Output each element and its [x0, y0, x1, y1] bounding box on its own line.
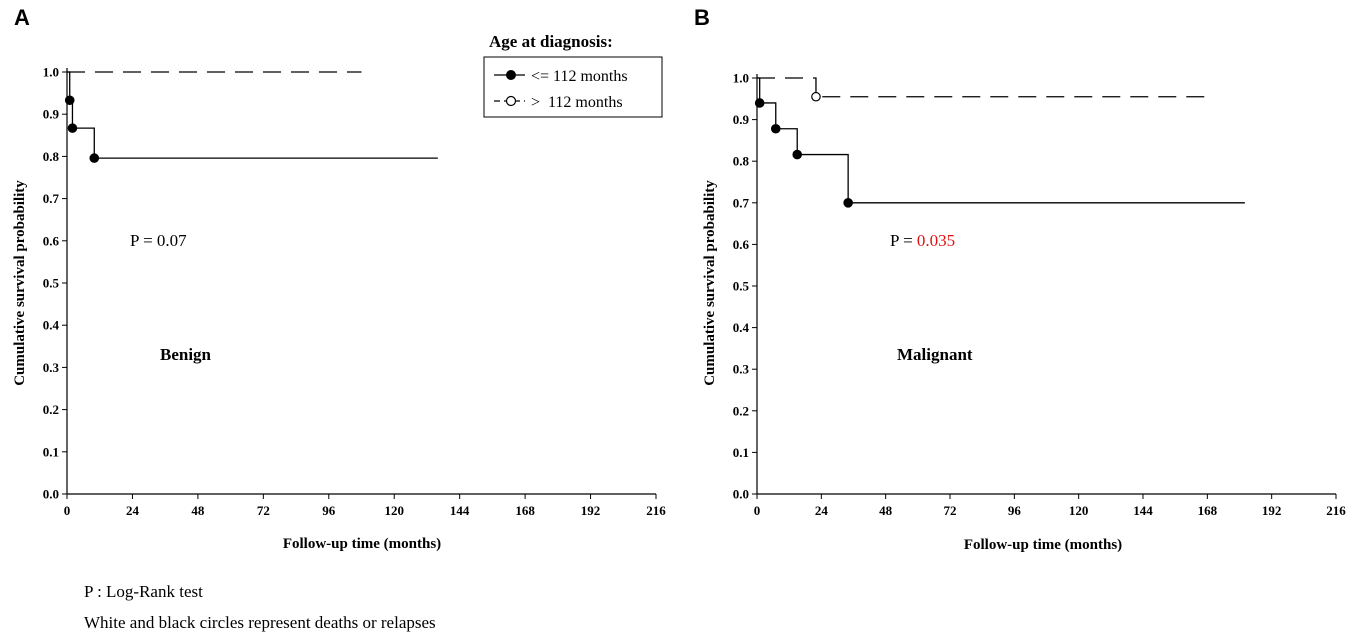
event-marker-filled	[843, 198, 853, 208]
y-axis-title-a: Cumulative survival probability	[12, 180, 28, 386]
x-tick-label: 96	[1008, 503, 1022, 518]
y-tick-label: 1.0	[733, 71, 749, 86]
panel-a: A Cumulative survival probability Follow…	[12, 5, 666, 552]
y-tick-label: 0.3	[43, 360, 60, 375]
x-tick-label: 24	[126, 503, 140, 518]
x-tick-label: 120	[1069, 503, 1089, 518]
event-marker-filled	[754, 98, 765, 108]
x-tick-label: 0	[64, 503, 71, 518]
y-tick-label: 0.3	[733, 362, 750, 377]
event-marker-filled	[792, 149, 803, 160]
x-tick-label: 168	[1198, 503, 1218, 518]
x-axis-title-b: Follow-up time (months)	[964, 537, 1122, 553]
x-tick-label: 96	[322, 503, 336, 518]
survival-curve-gt112-b	[757, 77, 1208, 98]
y-tick-label: 0.4	[733, 320, 750, 335]
event-marker-filled	[67, 123, 78, 133]
y-tick-label: 0.1	[733, 445, 749, 460]
event-marker-open	[811, 91, 821, 102]
footnotes: P : Log-Rank test White and black circle…	[84, 582, 436, 632]
p-value-label-a: P = 0.07	[130, 231, 187, 250]
y-tick-label: 0.1	[43, 444, 59, 459]
axes-a: 0 24 48 72 96 120 144 168 192 216 0.0 0.1 0.2 0.3 0.4 0…	[43, 65, 667, 519]
panel-letter-a: A	[14, 5, 30, 30]
y-tick-label: 0.7	[43, 191, 60, 206]
legend-label-gt112: > 112 months	[531, 94, 623, 111]
y-axis-title-b: Cumulative survival probability	[702, 180, 718, 386]
group-label-malignant: Malignant	[897, 345, 973, 364]
x-tick-label: 192	[581, 503, 601, 518]
y-tick-label: 1.0	[43, 65, 59, 80]
y-tick-label: 0.8	[43, 149, 60, 164]
y-tick-label: 0.2	[733, 403, 749, 418]
x-tick-label: 72	[257, 503, 270, 518]
y-tick-label: 0.5	[733, 279, 750, 294]
legend-label-le112: <= 112 months	[531, 68, 628, 85]
y-tick-label: 0.9	[733, 112, 750, 127]
y-tick-label: 0.0	[733, 487, 749, 502]
survival-curve-le112-b	[757, 77, 1245, 204]
group-label-benign: Benign	[160, 345, 212, 364]
legend-marker-open	[505, 95, 517, 107]
x-tick-label: 120	[384, 503, 404, 518]
x-tick-label: 0	[754, 503, 761, 518]
y-tick-label: 0.8	[733, 154, 750, 169]
y-tick-label: 0.6	[43, 233, 60, 248]
y-tick-label: 0.0	[43, 487, 59, 502]
p-value-number-b: 0.035	[917, 231, 955, 250]
event-marker-filled	[64, 95, 75, 106]
panel-letter-b: B	[694, 5, 710, 30]
plot-area-b	[754, 77, 1245, 208]
survival-curve-le112-a	[67, 71, 438, 159]
p-value-label-b: P = 0.035	[890, 231, 955, 250]
legend-title: Age at diagnosis:	[489, 32, 613, 51]
x-tick-label: 48	[191, 503, 205, 518]
event-marker-filled	[89, 153, 100, 163]
footnote-circles: White and black circles represent deaths…	[84, 613, 436, 632]
plot-area-a	[64, 71, 438, 163]
legend-box	[483, 56, 663, 118]
x-tick-label: 24	[815, 503, 829, 518]
x-tick-label: 72	[944, 503, 957, 518]
p-value-prefix-b: P =	[890, 231, 917, 250]
x-tick-label: 144	[450, 503, 470, 518]
panel-b: B Cumulative survival probability Follow…	[694, 5, 1346, 553]
axes-b: 0 24 48 72 96 120 144 168 192 216 0.0 0.1 0.2 0.3 0.4 0…	[733, 71, 1347, 519]
y-tick-label: 0.9	[43, 107, 60, 122]
footnote-logrank: P : Log-Rank test	[84, 582, 203, 601]
x-tick-label: 216	[1326, 503, 1346, 518]
y-tick-label: 0.4	[43, 318, 60, 333]
legend: Age at diagnosis: <= 112 months > 112 mo…	[483, 32, 663, 118]
x-tick-label: 48	[879, 503, 893, 518]
y-tick-label: 0.2	[43, 402, 59, 417]
y-tick-label: 0.5	[43, 276, 60, 291]
event-marker-filled	[770, 123, 781, 134]
x-tick-label: 216	[646, 503, 666, 518]
y-tick-label: 0.7	[733, 195, 750, 210]
legend-marker-filled	[506, 70, 516, 80]
x-tick-label: 144	[1133, 503, 1153, 518]
x-tick-label: 192	[1262, 503, 1282, 518]
y-tick-label: 0.6	[733, 237, 750, 252]
x-axis-title-a: Follow-up time (months)	[283, 536, 441, 552]
x-tick-label: 168	[515, 503, 535, 518]
